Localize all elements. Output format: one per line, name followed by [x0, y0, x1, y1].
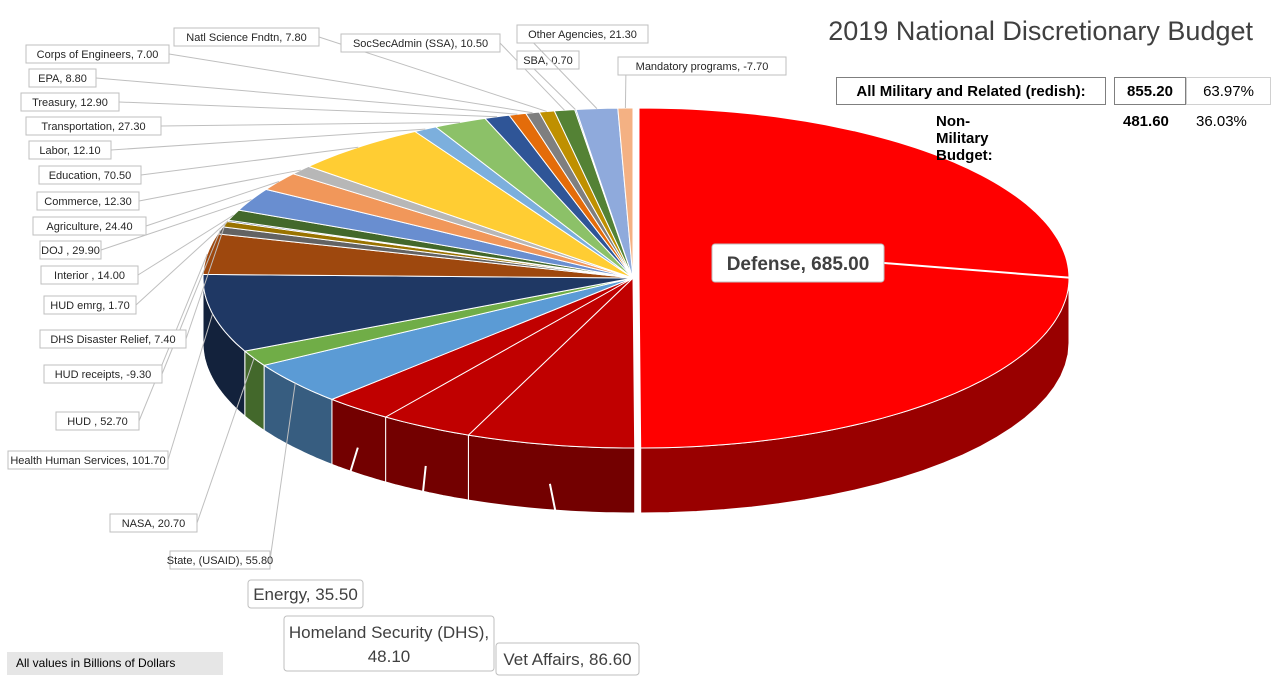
- leader-line: [269, 383, 296, 561]
- pie-slice-energy-35-50: [330, 277, 634, 418]
- data-label-box: [43, 295, 137, 315]
- data-label-box: [43, 364, 163, 384]
- data-label: Other Agencies, 21.30: [528, 29, 637, 41]
- leader-line: [185, 224, 226, 340]
- data-label: NASA, 20.70: [122, 518, 186, 530]
- pie-slice-state-usaid-55-80: [262, 277, 634, 400]
- pie-slice-doj-29-90: [237, 188, 634, 279]
- data-label: DHS Disaster Relief, 7.40: [50, 334, 175, 346]
- data-label-box: [32, 216, 147, 236]
- military-label: All Military and Related (redish):: [836, 77, 1106, 105]
- leader-line: [145, 180, 280, 227]
- data-label: HUD receipts, -9.30: [55, 369, 152, 381]
- leader-line: [499, 42, 565, 111]
- data-label: Natl Science Fndtn, 7.80: [186, 32, 306, 44]
- data-label: SBA, 0.70: [523, 55, 573, 67]
- pie-slice-homeland-security-dhs-48-10: [384, 277, 634, 436]
- pie-labels: Defense, 685.00 Vet Affairs, 86.60 Homelan…: [7, 24, 1070, 676]
- data-label: Education, 70.50: [49, 170, 132, 182]
- data-label-box: [20, 92, 120, 112]
- data-label: HUD , 52.70: [67, 416, 128, 428]
- leader-line: [196, 358, 255, 524]
- data-label-box: [516, 50, 580, 70]
- data-label-box: [38, 165, 142, 185]
- leader-line: [168, 53, 533, 114]
- leader-line: [118, 101, 498, 118]
- data-label-box: [495, 642, 640, 676]
- data-label: Mandatory programs, -7.70: [636, 61, 769, 73]
- data-label-box: [617, 56, 787, 76]
- leader-line: [548, 483, 583, 644]
- leader-line: [160, 121, 461, 127]
- data-label-box: [173, 27, 320, 47]
- military-value: 855.20: [1114, 77, 1186, 105]
- pie-slice-transportation-27-30: [434, 117, 634, 279]
- data-label: Health Human Services, 101.70: [10, 455, 165, 467]
- data-label-box: [711, 243, 885, 283]
- data-label-box: [247, 579, 364, 609]
- leader-line: [95, 77, 518, 115]
- data-label: Vet Affairs, 86.60: [503, 650, 631, 669]
- leader-line: [140, 146, 359, 176]
- data-label: Defense, 685.00: [727, 254, 870, 275]
- leader-line: [137, 214, 234, 276]
- data-label-box: [36, 191, 140, 211]
- military-percent: 63.97%: [1186, 77, 1271, 105]
- pie-slice-vet-affairs-86-60: [467, 276, 636, 449]
- data-label-box: [28, 68, 97, 88]
- data-label: State, (USAID), 55.80: [167, 555, 273, 567]
- data-label: Homeland Security (DHS),: [289, 623, 489, 642]
- data-label-box: [283, 615, 495, 672]
- leader-line: [316, 447, 359, 581]
- data-label-box: [39, 240, 102, 260]
- pie-slice-agriculture-24-40: [264, 173, 634, 279]
- nonmilitary-percent: 36.03%: [1196, 113, 1247, 130]
- data-label: Transportation, 27.30: [41, 121, 145, 133]
- leader-line: [524, 33, 598, 109]
- data-label: Interior , 14.00: [54, 270, 125, 282]
- data-label-box: [340, 33, 501, 53]
- data-label-box: [39, 329, 187, 349]
- leader-line: [100, 199, 252, 251]
- leader-line: [409, 465, 427, 617]
- nonmilitary-label: Non-Military Budget:: [936, 113, 993, 164]
- data-label: 48.10: [368, 647, 411, 666]
- data-label-box: [109, 513, 198, 533]
- data-label: EPA, 8.80: [38, 73, 87, 85]
- data-label: Commerce, 12.30: [44, 196, 131, 208]
- data-label: Treasury, 12.90: [32, 97, 108, 109]
- units-footnote: All values in Billions of Dollars: [7, 652, 223, 675]
- data-label: Labor, 12.10: [39, 145, 100, 157]
- data-label-box: [516, 24, 649, 44]
- data-label-box: [169, 550, 271, 570]
- data-label: DOJ , 29.90: [41, 245, 100, 257]
- data-label: Agriculture, 24.40: [46, 221, 132, 233]
- data-label: HUD emrg, 1.70: [50, 300, 129, 312]
- data-label: Energy, 35.50: [253, 585, 358, 604]
- leader-line: [167, 313, 214, 461]
- data-label-box: [7, 450, 169, 470]
- data-label: Corps of Engineers, 7.00: [37, 49, 159, 61]
- chart-title: 2019 National Discretionary Budget: [828, 16, 1253, 46]
- data-label-box: [55, 411, 140, 431]
- leader-line: [135, 220, 229, 306]
- data-label-box: [28, 140, 112, 160]
- nonmilitary-value: 481.60: [1123, 113, 1169, 130]
- data-label-box: [40, 265, 139, 285]
- data-label-box: [25, 116, 162, 136]
- leader-line: [110, 128, 426, 151]
- data-label: SocSecAdmin (SSA), 10.50: [353, 38, 488, 50]
- data-label-box: [25, 44, 170, 64]
- leader-line: [138, 169, 301, 202]
- leader-line: [161, 230, 221, 375]
- leader-line: [883, 262, 1070, 279]
